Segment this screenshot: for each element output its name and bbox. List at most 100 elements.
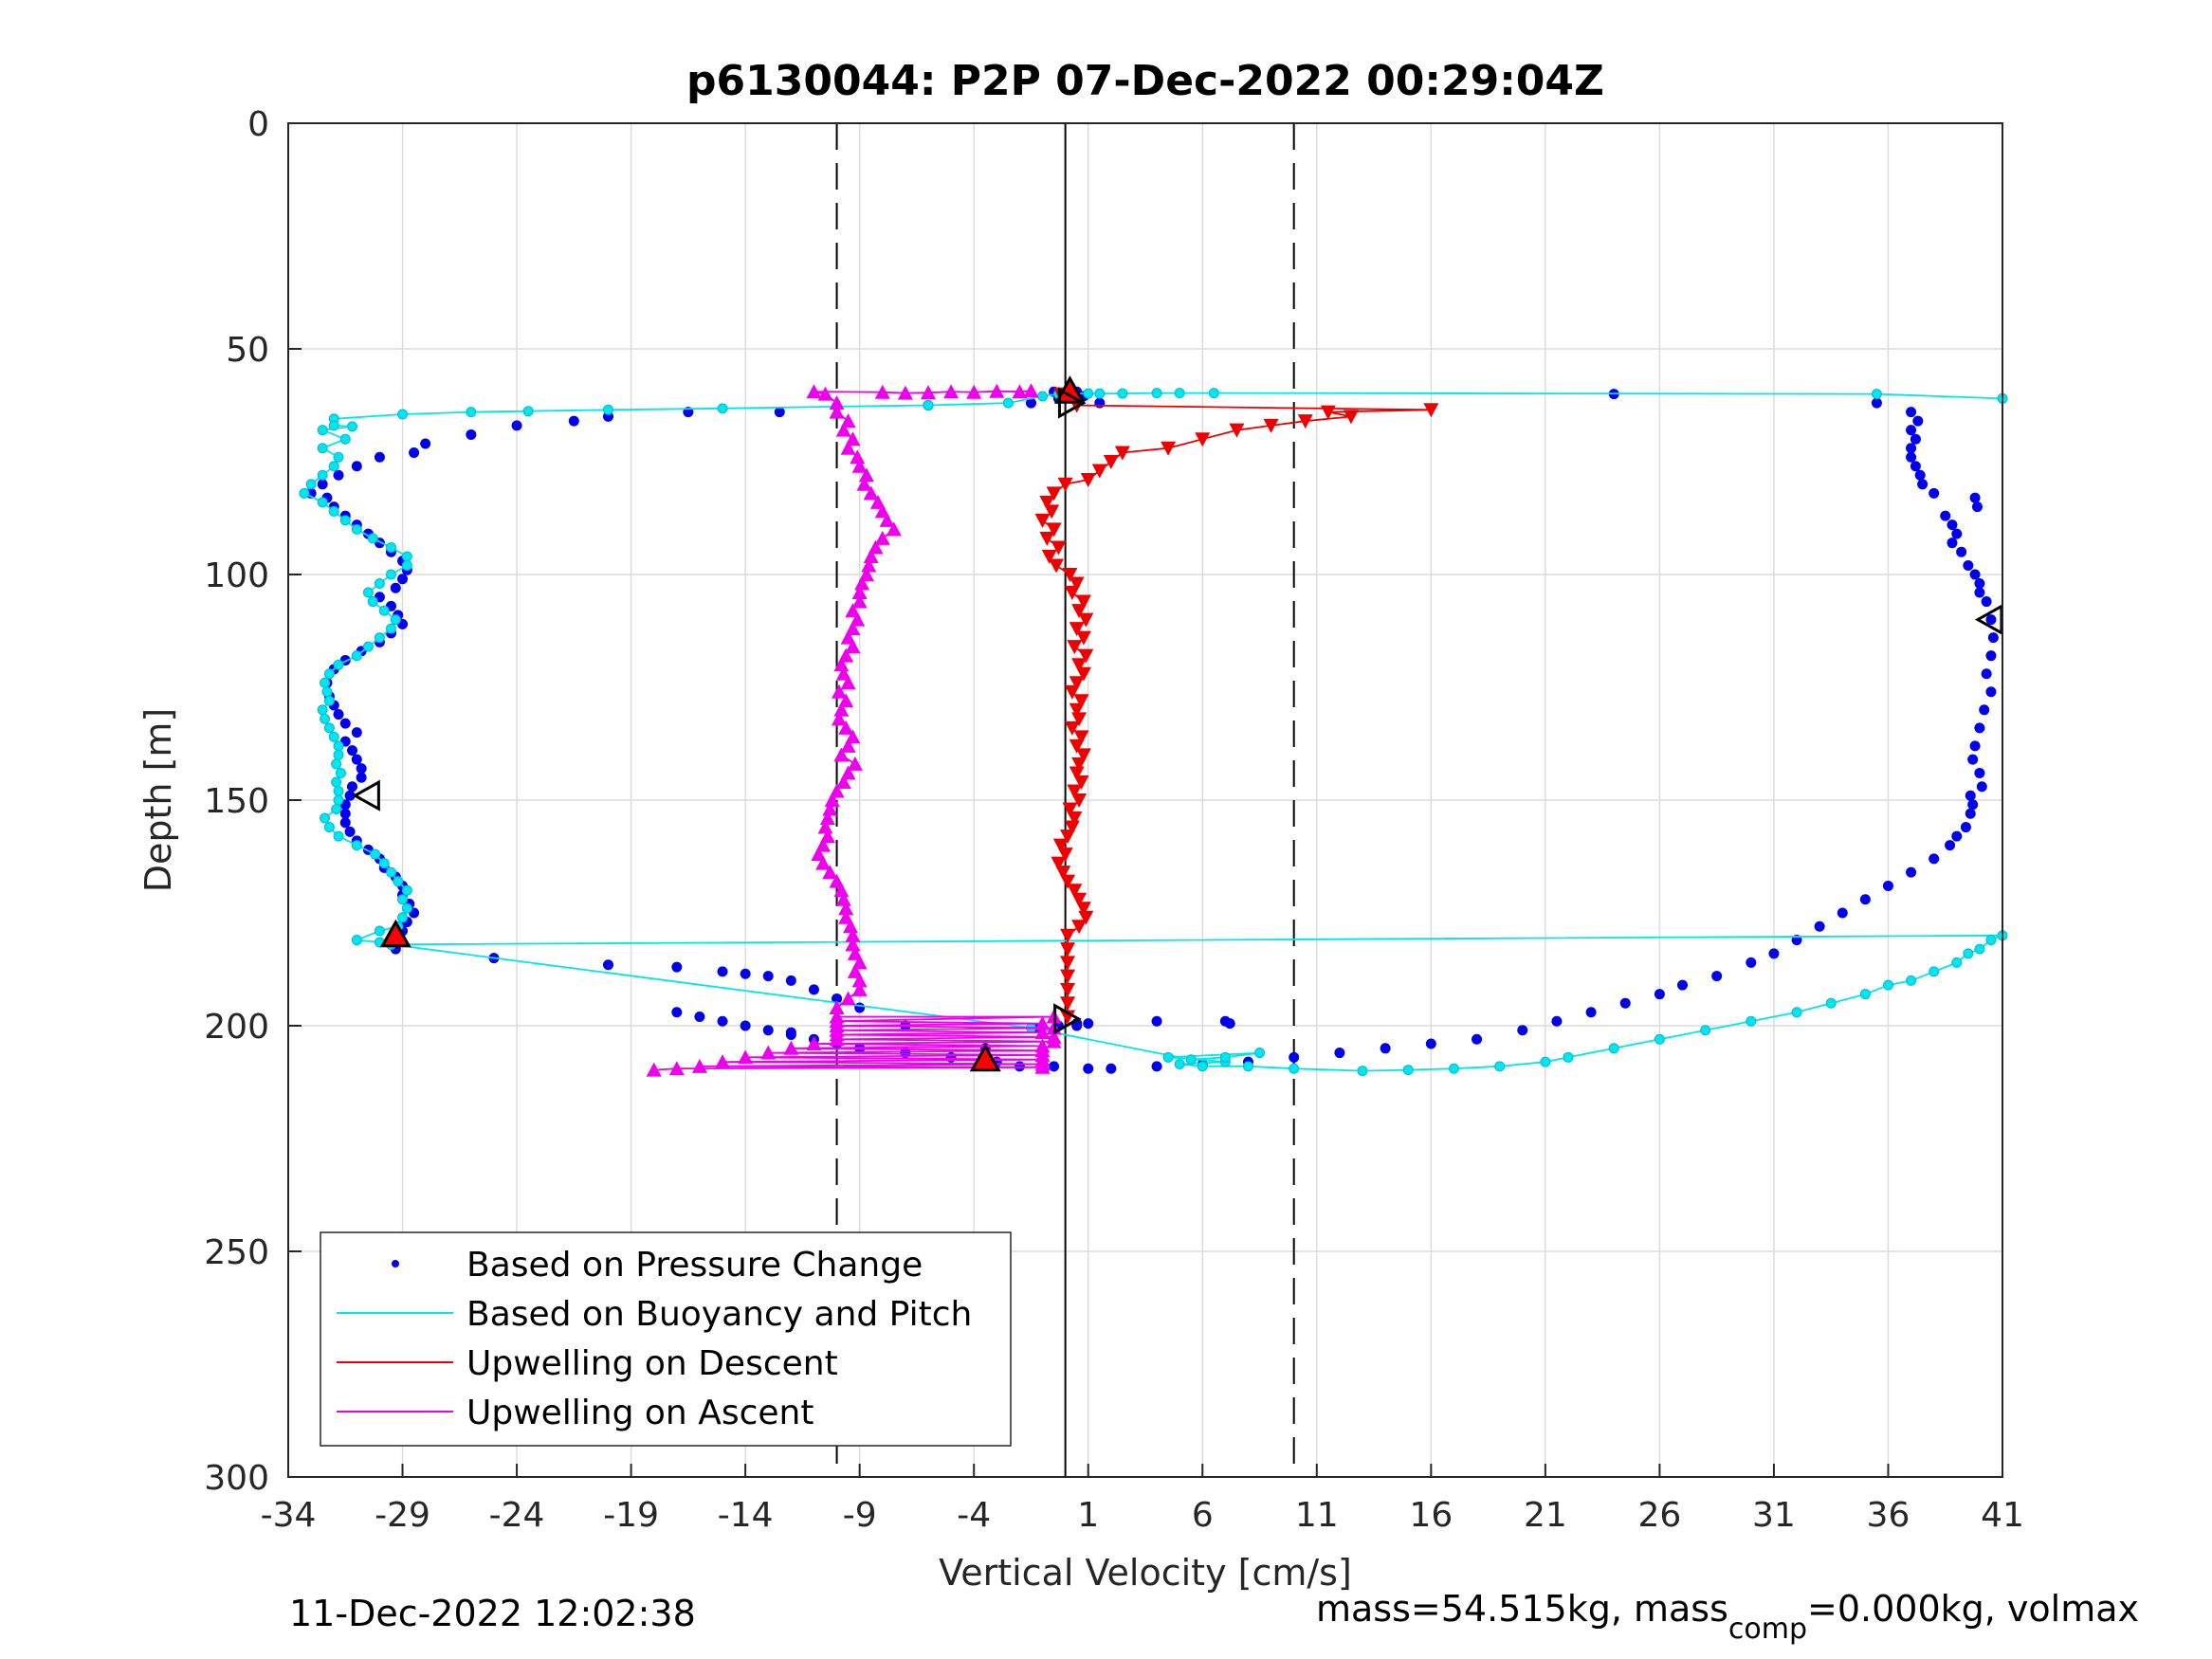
data-point bbox=[1229, 423, 1245, 438]
data-point bbox=[1974, 578, 1985, 590]
data-point bbox=[1871, 389, 1882, 400]
data-point bbox=[351, 523, 362, 535]
data-point bbox=[1967, 754, 1979, 765]
data-point bbox=[385, 541, 396, 553]
data-point bbox=[1051, 856, 1067, 871]
data-point bbox=[339, 808, 351, 819]
data-point bbox=[317, 497, 328, 508]
data-point bbox=[1585, 1007, 1597, 1018]
data-point bbox=[817, 386, 833, 401]
legend-label-ascent: Upwelling on Ascent bbox=[466, 1394, 814, 1432]
data-point bbox=[339, 433, 351, 445]
legend-swatch-pressure bbox=[392, 1260, 399, 1267]
data-point bbox=[824, 793, 840, 807]
data-point bbox=[851, 593, 868, 609]
data-point bbox=[1083, 1018, 1094, 1030]
data-point bbox=[331, 758, 342, 770]
data-point bbox=[328, 420, 339, 431]
data-point bbox=[1048, 558, 1064, 574]
data-point bbox=[1859, 894, 1871, 905]
data-point bbox=[694, 1011, 705, 1022]
data-point bbox=[362, 641, 374, 652]
data-point bbox=[1106, 1063, 1117, 1074]
data-point bbox=[1091, 464, 1107, 479]
data-point bbox=[1052, 838, 1069, 853]
data-point bbox=[346, 421, 357, 432]
data-point bbox=[1402, 1065, 1414, 1076]
data-point bbox=[1871, 397, 1882, 409]
data-point bbox=[831, 711, 847, 726]
data-point bbox=[1075, 902, 1091, 917]
data-point bbox=[760, 1045, 777, 1060]
data-point bbox=[1981, 668, 1992, 680]
data-point bbox=[863, 548, 879, 563]
y-tick-label: 250 bbox=[204, 1233, 269, 1272]
data-point bbox=[1039, 495, 1055, 510]
data-point bbox=[785, 1027, 796, 1038]
data-point bbox=[346, 781, 357, 793]
data-point bbox=[833, 702, 850, 717]
data-point bbox=[1185, 1054, 1197, 1066]
data-point bbox=[331, 804, 342, 815]
data-point bbox=[1677, 979, 1689, 991]
data-point bbox=[466, 428, 477, 440]
data-point bbox=[1224, 1018, 1235, 1030]
data-point bbox=[1117, 388, 1128, 399]
data-point bbox=[833, 657, 850, 672]
data-point bbox=[1049, 1061, 1060, 1072]
data-point bbox=[671, 1007, 683, 1018]
data-point bbox=[1929, 853, 1940, 865]
highlight-marker bbox=[379, 919, 411, 948]
data-point bbox=[1985, 935, 1997, 946]
data-point bbox=[1071, 757, 1088, 772]
data-point bbox=[1242, 1061, 1253, 1072]
data-point bbox=[344, 790, 356, 801]
data-point bbox=[323, 695, 335, 706]
data-point bbox=[1067, 784, 1083, 799]
data-point bbox=[351, 754, 362, 765]
data-point bbox=[333, 451, 344, 463]
data-point bbox=[1039, 531, 1055, 546]
data-point bbox=[328, 731, 339, 742]
data-point bbox=[1912, 415, 1924, 427]
data-point bbox=[339, 817, 351, 829]
data-point bbox=[1960, 822, 1971, 833]
data-point bbox=[367, 533, 378, 544]
data-point bbox=[331, 776, 342, 788]
data-point bbox=[397, 574, 409, 585]
data-point bbox=[1289, 1051, 1300, 1063]
data-point bbox=[339, 515, 351, 526]
highlight-marker bbox=[1974, 604, 2003, 636]
data-point bbox=[374, 578, 385, 590]
data-point bbox=[1974, 587, 1985, 598]
data-point bbox=[1654, 1033, 1665, 1045]
data-point bbox=[1551, 1015, 1563, 1027]
data-point bbox=[1985, 614, 1997, 626]
data-point bbox=[1985, 650, 1997, 662]
data-point bbox=[1563, 1051, 1574, 1063]
x-tick-label: 21 bbox=[1524, 1496, 1567, 1535]
data-point bbox=[1083, 1063, 1094, 1074]
data-point bbox=[829, 999, 845, 1014]
data-point bbox=[1071, 920, 1088, 935]
data-point bbox=[1981, 596, 1992, 608]
data-point bbox=[1069, 738, 1085, 754]
data-point bbox=[923, 400, 934, 410]
data-point bbox=[1114, 446, 1130, 461]
data-point bbox=[1060, 969, 1076, 984]
data-point bbox=[845, 927, 861, 942]
footer-mass-part2: =0.000kg, volmax bbox=[1807, 1588, 2139, 1630]
data-point bbox=[321, 686, 333, 698]
data-point bbox=[840, 675, 856, 690]
data-point bbox=[1208, 388, 1219, 399]
footer-mass: mass=54.515kg, masscomp=0.000kg, volmax bbox=[1316, 1588, 2139, 1646]
data-point bbox=[1956, 546, 1967, 557]
data-point bbox=[1062, 802, 1078, 817]
data-point bbox=[1023, 383, 1039, 398]
data-point bbox=[833, 747, 850, 762]
highlight-markers bbox=[352, 375, 2003, 1072]
data-point bbox=[1055, 866, 1071, 881]
data-point bbox=[835, 891, 851, 906]
x-tick-label: 26 bbox=[1637, 1496, 1681, 1535]
data-point bbox=[1071, 658, 1088, 673]
